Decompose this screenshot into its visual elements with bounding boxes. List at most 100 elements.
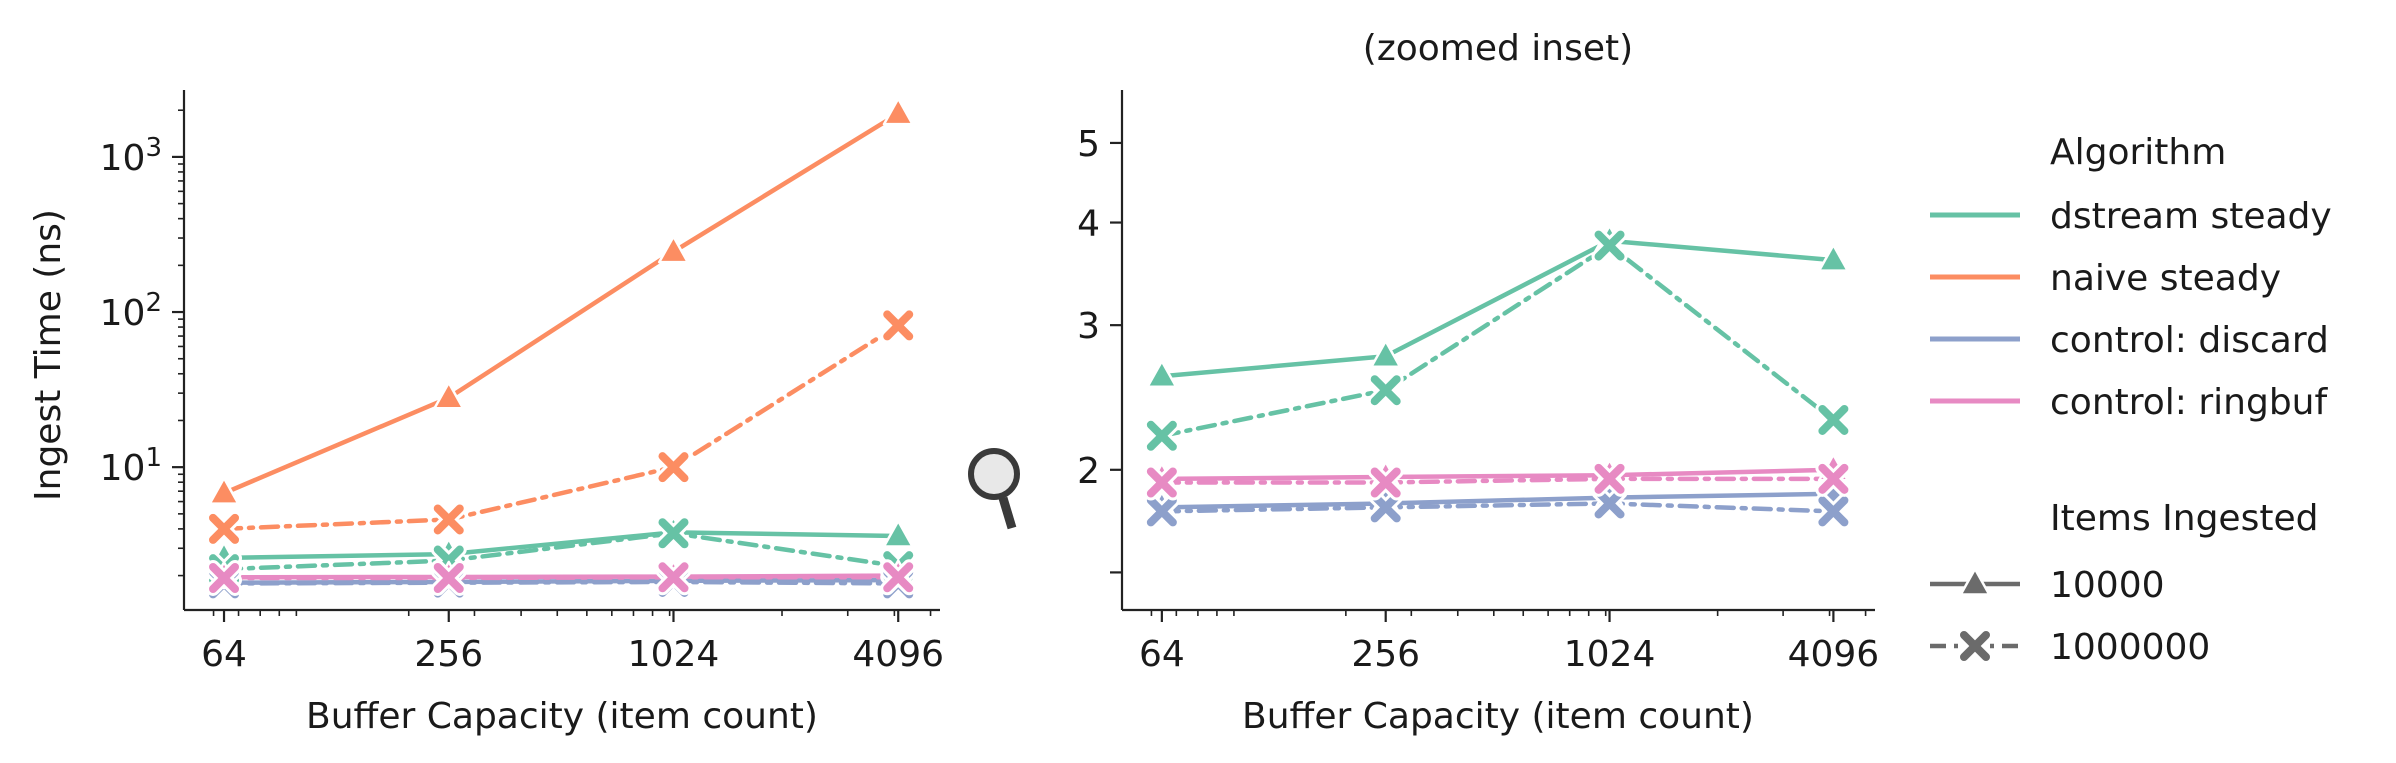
main-x-tick-label-2: 1024	[628, 634, 720, 675]
inset-series-dstream-steady-1000000-point-2-stroke-b	[1594, 230, 1625, 261]
main-y-tick-label-0: 101	[100, 443, 162, 489]
main-x-tick-label-1: 256	[414, 634, 483, 675]
main-series-dstream-steady-1000000-point-2-stroke-b	[658, 518, 689, 549]
main-series-naive-steady-1000000-point-1-stroke-b	[433, 504, 464, 535]
inset-series-dstream-steady-1000000-point-1-stroke-b	[1370, 375, 1401, 406]
main-panel: 64 256 1024 4096 101 102 103 Buffer Capacity (…	[28, 90, 944, 737]
main-series-control-ringbuf-1000000-point-1-stroke-b	[433, 562, 464, 593]
legend-label-1000000: 1000000	[2050, 627, 2210, 668]
inset-series-control-discard-1000000-point-2-stroke-b	[1594, 488, 1625, 519]
legend-algorithm-title: Algorithm	[2050, 132, 2226, 173]
inset-axis-ticks: 64 256 1024 4096 2 3 4 5	[1077, 124, 1879, 675]
inset-series-dstream-steady-1000000-point-0	[1143, 417, 1180, 454]
inset-x-axis-label: Buffer Capacity (item count)	[1242, 696, 1754, 737]
legend-label-naive-steady: naive steady	[2050, 258, 2281, 299]
main-x-axis-label: Buffer Capacity (item count)	[306, 696, 818, 737]
magnifier-icon	[968, 448, 1020, 530]
main-x-tick-label-0: 64	[201, 634, 247, 675]
legend-marker-1000000	[1957, 628, 1993, 664]
main-series-control-ringbuf-1000000-point-1	[430, 559, 467, 596]
inset-series-control-discard-1000000-point-1	[1367, 489, 1404, 526]
inset-series-dstream-steady-10000-point-3	[1817, 243, 1849, 272]
inset-series-dstream-steady-1000000-point-0-stroke-b	[1146, 420, 1177, 451]
main-y-axis-label: Ingest Time (ns)	[28, 209, 69, 501]
inset-series-control-ringbuf-1000000-point-3-stroke-b	[1818, 463, 1849, 494]
legend-algorithm-entries: dstream steady naive steady control: disca…	[1930, 196, 2332, 423]
legend-items-entries: 10000 1000000	[1930, 565, 2210, 668]
main-series-dstream-steady-1000000-line	[221, 530, 901, 572]
inset-series-control-discard-1000000-point-1-stroke-b	[1370, 492, 1401, 523]
inset-series-dstream-steady-10000-point-0	[1146, 359, 1178, 388]
inset-series-dstream-steady-1000000-point-1	[1367, 372, 1404, 409]
inset-series-control-discard-10000-line	[1159, 491, 1836, 510]
main-series-naive-steady-1000000-line	[221, 323, 901, 532]
main-series-control-ringbuf-1000000-point-0	[206, 559, 243, 596]
inset-series-control-ringbuf-10000-line	[1159, 467, 1836, 482]
main-series-naive-steady-10000-point-0	[208, 476, 240, 505]
legend-label-control-ringbuf: control: ringbuf	[2050, 382, 2328, 423]
inset-series-dstream-steady-1000000-point-2	[1591, 227, 1628, 264]
inset-x-tick-label-3: 4096	[1788, 634, 1880, 675]
main-series-layer	[206, 97, 917, 602]
inset-series-control-ringbuf-1000000-point-1	[1367, 464, 1404, 501]
main-series-dstream-steady-10000-point-3	[882, 519, 914, 548]
main-series-dstream-steady-10000-line	[221, 530, 901, 561]
legend-marker-1000000-stroke-b	[1960, 631, 1990, 661]
main-series-naive-steady-1000000-point-0	[206, 510, 243, 547]
main-series-control-discard-1000000-line	[221, 579, 901, 586]
inset-series-control-ringbuf-1000000-point-1-stroke-b	[1370, 467, 1401, 498]
inset-series-layer	[1143, 224, 1852, 530]
main-series-naive-steady-1000000-point-2	[655, 449, 692, 486]
inset-series-control-ringbuf-1000000-point-0-stroke-b	[1146, 467, 1177, 498]
inset-series-dstream-steady-1000000-point-3	[1815, 401, 1852, 438]
inset-series-control-discard-1000000-point-3-stroke-b	[1818, 496, 1849, 527]
inset-series-control-ringbuf-1000000-point-2	[1591, 460, 1628, 497]
main-series-naive-steady-1000000-point-1	[430, 501, 467, 538]
inset-y-tick-label-0: 2	[1077, 451, 1100, 492]
inset-series-control-ringbuf-1000000-line	[1159, 476, 1836, 485]
inset-series-control-discard-1000000-point-3	[1815, 493, 1852, 530]
main-series-control-ringbuf-1000000-point-3	[880, 559, 917, 596]
inset-title: (zoomed inset)	[1363, 28, 1633, 69]
inset-y-tick-label-2: 4	[1077, 204, 1100, 245]
main-series-control-ringbuf-1000000-point-0-stroke-b	[209, 562, 240, 593]
inset-series-control-ringbuf-1000000-point-0	[1143, 464, 1180, 501]
inset-series-dstream-steady-10000-point-1	[1370, 339, 1402, 368]
main-series-control-ringbuf-1000000-point-3-stroke-b	[883, 562, 914, 593]
inset-series-dstream-steady-1000000-point-3-stroke-b	[1818, 404, 1849, 435]
inset-series-control-discard-1000000-point-2	[1591, 485, 1628, 522]
inset-x-tick-label-2: 1024	[1564, 634, 1656, 675]
main-x-tick-label-3: 4096	[852, 634, 944, 675]
main-y-tick-label-1: 102	[100, 288, 162, 334]
inset-series-control-discard-1000000-line	[1159, 501, 1836, 514]
inset-series-control-ringbuf-1000000-point-3	[1815, 460, 1852, 497]
main-series-naive-steady-1000000-point-0-stroke-b	[209, 513, 240, 544]
inset-y-tick-label-3: 5	[1077, 124, 1100, 165]
inset-series-dstream-steady-10000-line	[1159, 238, 1836, 379]
inset-x-tick-label-0: 64	[1139, 634, 1185, 675]
inset-series-control-ringbuf-1000000-point-2-stroke-b	[1594, 463, 1625, 494]
inset-series-dstream-steady-1000000-line	[1159, 243, 1836, 439]
inset-series-control-discard-1000000-point-0	[1143, 493, 1180, 530]
main-series-control-ringbuf-1000000-point-2-stroke-b	[658, 562, 689, 593]
legend-marker-10000	[1958, 566, 1992, 596]
main-series-naive-steady-1000000-point-3-stroke-b	[883, 310, 914, 341]
main-series-dstream-steady-1000000-point-2	[655, 515, 692, 552]
main-series-naive-steady-10000-point-2	[657, 235, 689, 264]
inset-x-tick-label-1: 256	[1351, 634, 1420, 675]
legend: Algorithm dstream steady naive steady cont…	[1930, 132, 2332, 668]
legend-items-title: Items Ingested	[2050, 498, 2318, 539]
main-series-naive-steady-1000000-point-3	[880, 307, 917, 344]
legend-label-10000: 10000	[2050, 565, 2165, 606]
inset-panel: 64 256 1024 4096 2 3 4 5 (zoomed inset) Buffer …	[1077, 28, 1879, 737]
inset-series-control-discard-1000000-point-0-stroke-b	[1146, 496, 1177, 527]
main-series-naive-steady-10000-point-1	[433, 381, 465, 410]
main-series-naive-steady-1000000-point-2-stroke-b	[658, 452, 689, 483]
main-series-naive-steady-10000-point-3	[882, 97, 914, 126]
legend-label-dstream-steady: dstream steady	[2050, 196, 2332, 237]
main-series-naive-steady-10000-line	[221, 111, 901, 496]
main-series-control-ringbuf-1000000-line	[221, 575, 901, 581]
inset-y-tick-label-1: 3	[1077, 306, 1100, 347]
legend-label-control-discard: control: discard	[2050, 320, 2329, 361]
